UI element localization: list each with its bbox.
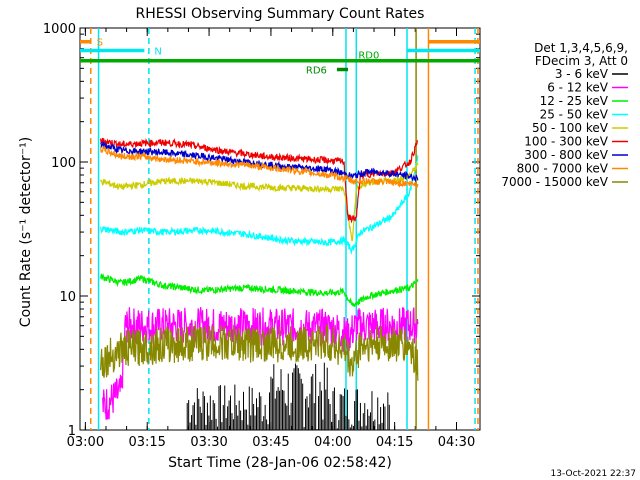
legend-entry-label: 25 - 50 keV	[540, 108, 609, 122]
y-tick-label: 100	[51, 156, 76, 171]
state-bar-label: RD6	[306, 66, 327, 77]
series-line-1	[102, 307, 419, 420]
legend-entry-label: 7000 - 15000 keV	[501, 175, 608, 189]
y-tick-label: 1	[68, 424, 76, 439]
x-tick-label: 03:45	[252, 435, 289, 450]
legend-entry-label: 3 - 6 keV	[555, 67, 609, 81]
legend-entry-label: 6 - 12 keV	[547, 81, 609, 95]
state-bar-label: RD0	[358, 51, 379, 62]
state-bar-label: S	[97, 38, 103, 49]
series-line-2	[100, 273, 419, 307]
series-line-3	[100, 155, 419, 255]
timestamp-label: 13-Oct-2021 22:37	[551, 469, 636, 479]
series-line-7	[100, 144, 419, 188]
state-bar-label: N	[154, 46, 161, 57]
legend-entry-label: 12 - 25 keV	[540, 94, 609, 108]
x-tick-label: 04:30	[438, 435, 475, 450]
series-line-6	[100, 141, 419, 183]
x-tick-label: 03:15	[128, 435, 165, 450]
legend-entry-label: 300 - 800 keV	[524, 148, 608, 162]
legend: Det 1,3,4,5,6,9,FDecim 3, Att 03 - 6 keV…	[501, 41, 628, 189]
series-line-8	[100, 324, 419, 381]
x-tick-label: 03:30	[190, 435, 227, 450]
x-tick-label: 03:00	[67, 435, 104, 450]
legend-header: Det 1,3,4,5,6,9,	[534, 41, 628, 55]
chart-title: RHESSI Observing Summary Count Rates	[136, 6, 425, 22]
y-tick-label: 1000	[43, 22, 76, 37]
legend-entry-label: 100 - 300 keV	[524, 135, 608, 149]
x-tick-label: 04:15	[376, 435, 413, 450]
series-line-4	[100, 162, 419, 242]
legend-header: FDecim 3, Att 0	[535, 54, 628, 68]
legend-entry-label: 800 - 7000 keV	[517, 162, 609, 176]
x-axis-title: Start Time (28-Jan-06 02:58:42)	[168, 455, 392, 471]
legend-entry-label: 50 - 100 keV	[532, 121, 609, 135]
x-tick-label: 04:00	[314, 435, 351, 450]
y-tick-label: 10	[59, 290, 76, 305]
plot-area: 1 10 100 1000 03:00 03:15 03:30 03:45 04:00 04:15…	[43, 22, 481, 450]
y-axis-title: Count Rate (s⁻¹ detector⁻¹)	[18, 137, 34, 327]
